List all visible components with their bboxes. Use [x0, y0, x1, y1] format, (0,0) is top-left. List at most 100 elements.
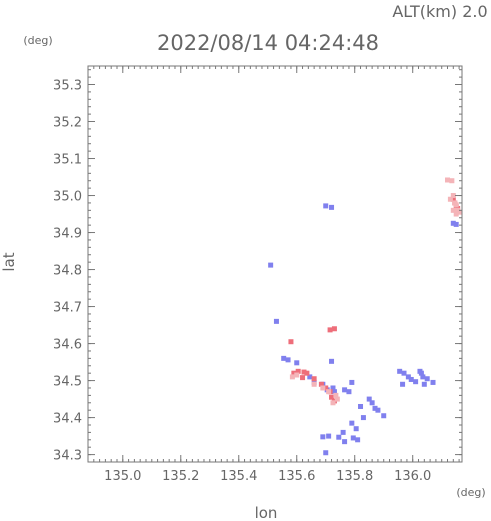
data-point	[349, 420, 355, 426]
x-axis-title: lon	[255, 504, 278, 521]
data-point	[375, 407, 381, 413]
data-point	[408, 376, 414, 382]
data-point	[331, 326, 337, 332]
y-unit-label: (deg)	[23, 34, 52, 47]
data-point	[273, 318, 279, 324]
data-point	[358, 403, 364, 409]
data-point	[294, 360, 300, 366]
data-point	[342, 387, 348, 393]
x-tick-label: 136.0	[394, 469, 431, 484]
data-point	[456, 209, 462, 215]
altitude-label: ALT(km) 2.0	[392, 2, 487, 21]
x-tick-label: 135.4	[220, 469, 257, 484]
data-point	[366, 396, 372, 402]
data-point	[295, 368, 301, 374]
data-point	[450, 207, 456, 213]
axis-ticks: 135.0 135.2 135.4 135.6 135.8 136.0 34.3 34.4 34…	[53, 66, 462, 484]
data-point	[330, 385, 336, 391]
data-point	[342, 439, 348, 445]
data-point	[307, 374, 313, 380]
data-point	[334, 396, 340, 402]
data-point	[333, 392, 339, 398]
data-point	[329, 204, 335, 210]
data-point	[323, 450, 329, 456]
data-point	[331, 389, 337, 395]
data-point	[445, 177, 451, 183]
y-tick-label: 34.4	[53, 412, 82, 427]
data-point	[346, 389, 352, 395]
data-point	[304, 370, 310, 376]
data-point	[336, 434, 342, 440]
data-point	[311, 376, 317, 382]
data-point	[450, 220, 456, 226]
data-point	[355, 437, 361, 443]
y-tick-label: 35.2	[53, 116, 82, 131]
data-point	[329, 394, 335, 400]
data-point	[447, 196, 453, 202]
data-point	[420, 374, 426, 380]
y-tick-label: 35.1	[53, 153, 82, 168]
data-point	[288, 339, 294, 345]
data-point	[329, 358, 335, 364]
y-axis-title: lat	[0, 252, 18, 271]
timestamp-title: 2022/08/14 04:24:48	[157, 31, 379, 55]
data-point	[291, 370, 297, 376]
data-point	[381, 413, 387, 419]
data-point	[268, 262, 274, 268]
data-point	[289, 374, 295, 380]
data-point	[301, 369, 307, 375]
data-point	[424, 376, 430, 382]
x-tick-label: 135.0	[104, 469, 141, 484]
data-point	[294, 372, 300, 378]
x-tick-label: 135.2	[162, 469, 199, 484]
y-tick-label: 34.6	[53, 338, 82, 353]
data-point	[327, 327, 333, 333]
x-tick-label: 135.8	[336, 469, 373, 484]
data-point	[430, 379, 436, 385]
data-point	[453, 211, 459, 217]
data-point	[300, 375, 306, 381]
data-point	[405, 374, 411, 380]
data-point	[350, 435, 356, 441]
data-point	[353, 426, 359, 432]
data-point	[349, 379, 355, 385]
data-point	[418, 370, 424, 376]
data-point	[323, 203, 329, 209]
y-tick-label: 35.0	[53, 190, 82, 205]
data-point	[326, 433, 332, 439]
data-point	[323, 385, 329, 391]
data-point	[311, 381, 317, 387]
data-point	[281, 355, 287, 361]
data-point	[449, 178, 455, 184]
data-point	[318, 381, 324, 387]
data-point	[326, 389, 332, 395]
data-point	[400, 381, 406, 387]
x-unit-label: (deg)	[456, 486, 485, 499]
data-point	[360, 415, 366, 421]
data-point	[320, 434, 326, 440]
data-point	[421, 381, 427, 387]
y-tick-label: 34.3	[53, 449, 82, 464]
data-point	[372, 405, 378, 411]
data-points	[268, 177, 462, 456]
y-tick-label: 34.9	[53, 227, 82, 242]
y-tick-label: 35.3	[53, 79, 82, 94]
x-tick-label: 135.6	[278, 469, 315, 484]
data-point	[450, 196, 456, 202]
data-point	[320, 385, 326, 391]
data-point	[397, 368, 403, 374]
data-point	[401, 370, 407, 376]
data-point	[340, 429, 346, 435]
y-tick-label: 34.5	[53, 375, 82, 390]
data-point	[413, 379, 419, 385]
data-point	[453, 202, 459, 208]
y-tick-label: 34.7	[53, 301, 82, 316]
data-point	[369, 400, 375, 406]
data-point	[453, 221, 459, 227]
plot-frame	[87, 65, 463, 463]
data-point	[330, 400, 336, 406]
y-tick-label: 34.8	[53, 264, 82, 279]
data-point	[285, 357, 291, 363]
data-point	[450, 193, 456, 199]
